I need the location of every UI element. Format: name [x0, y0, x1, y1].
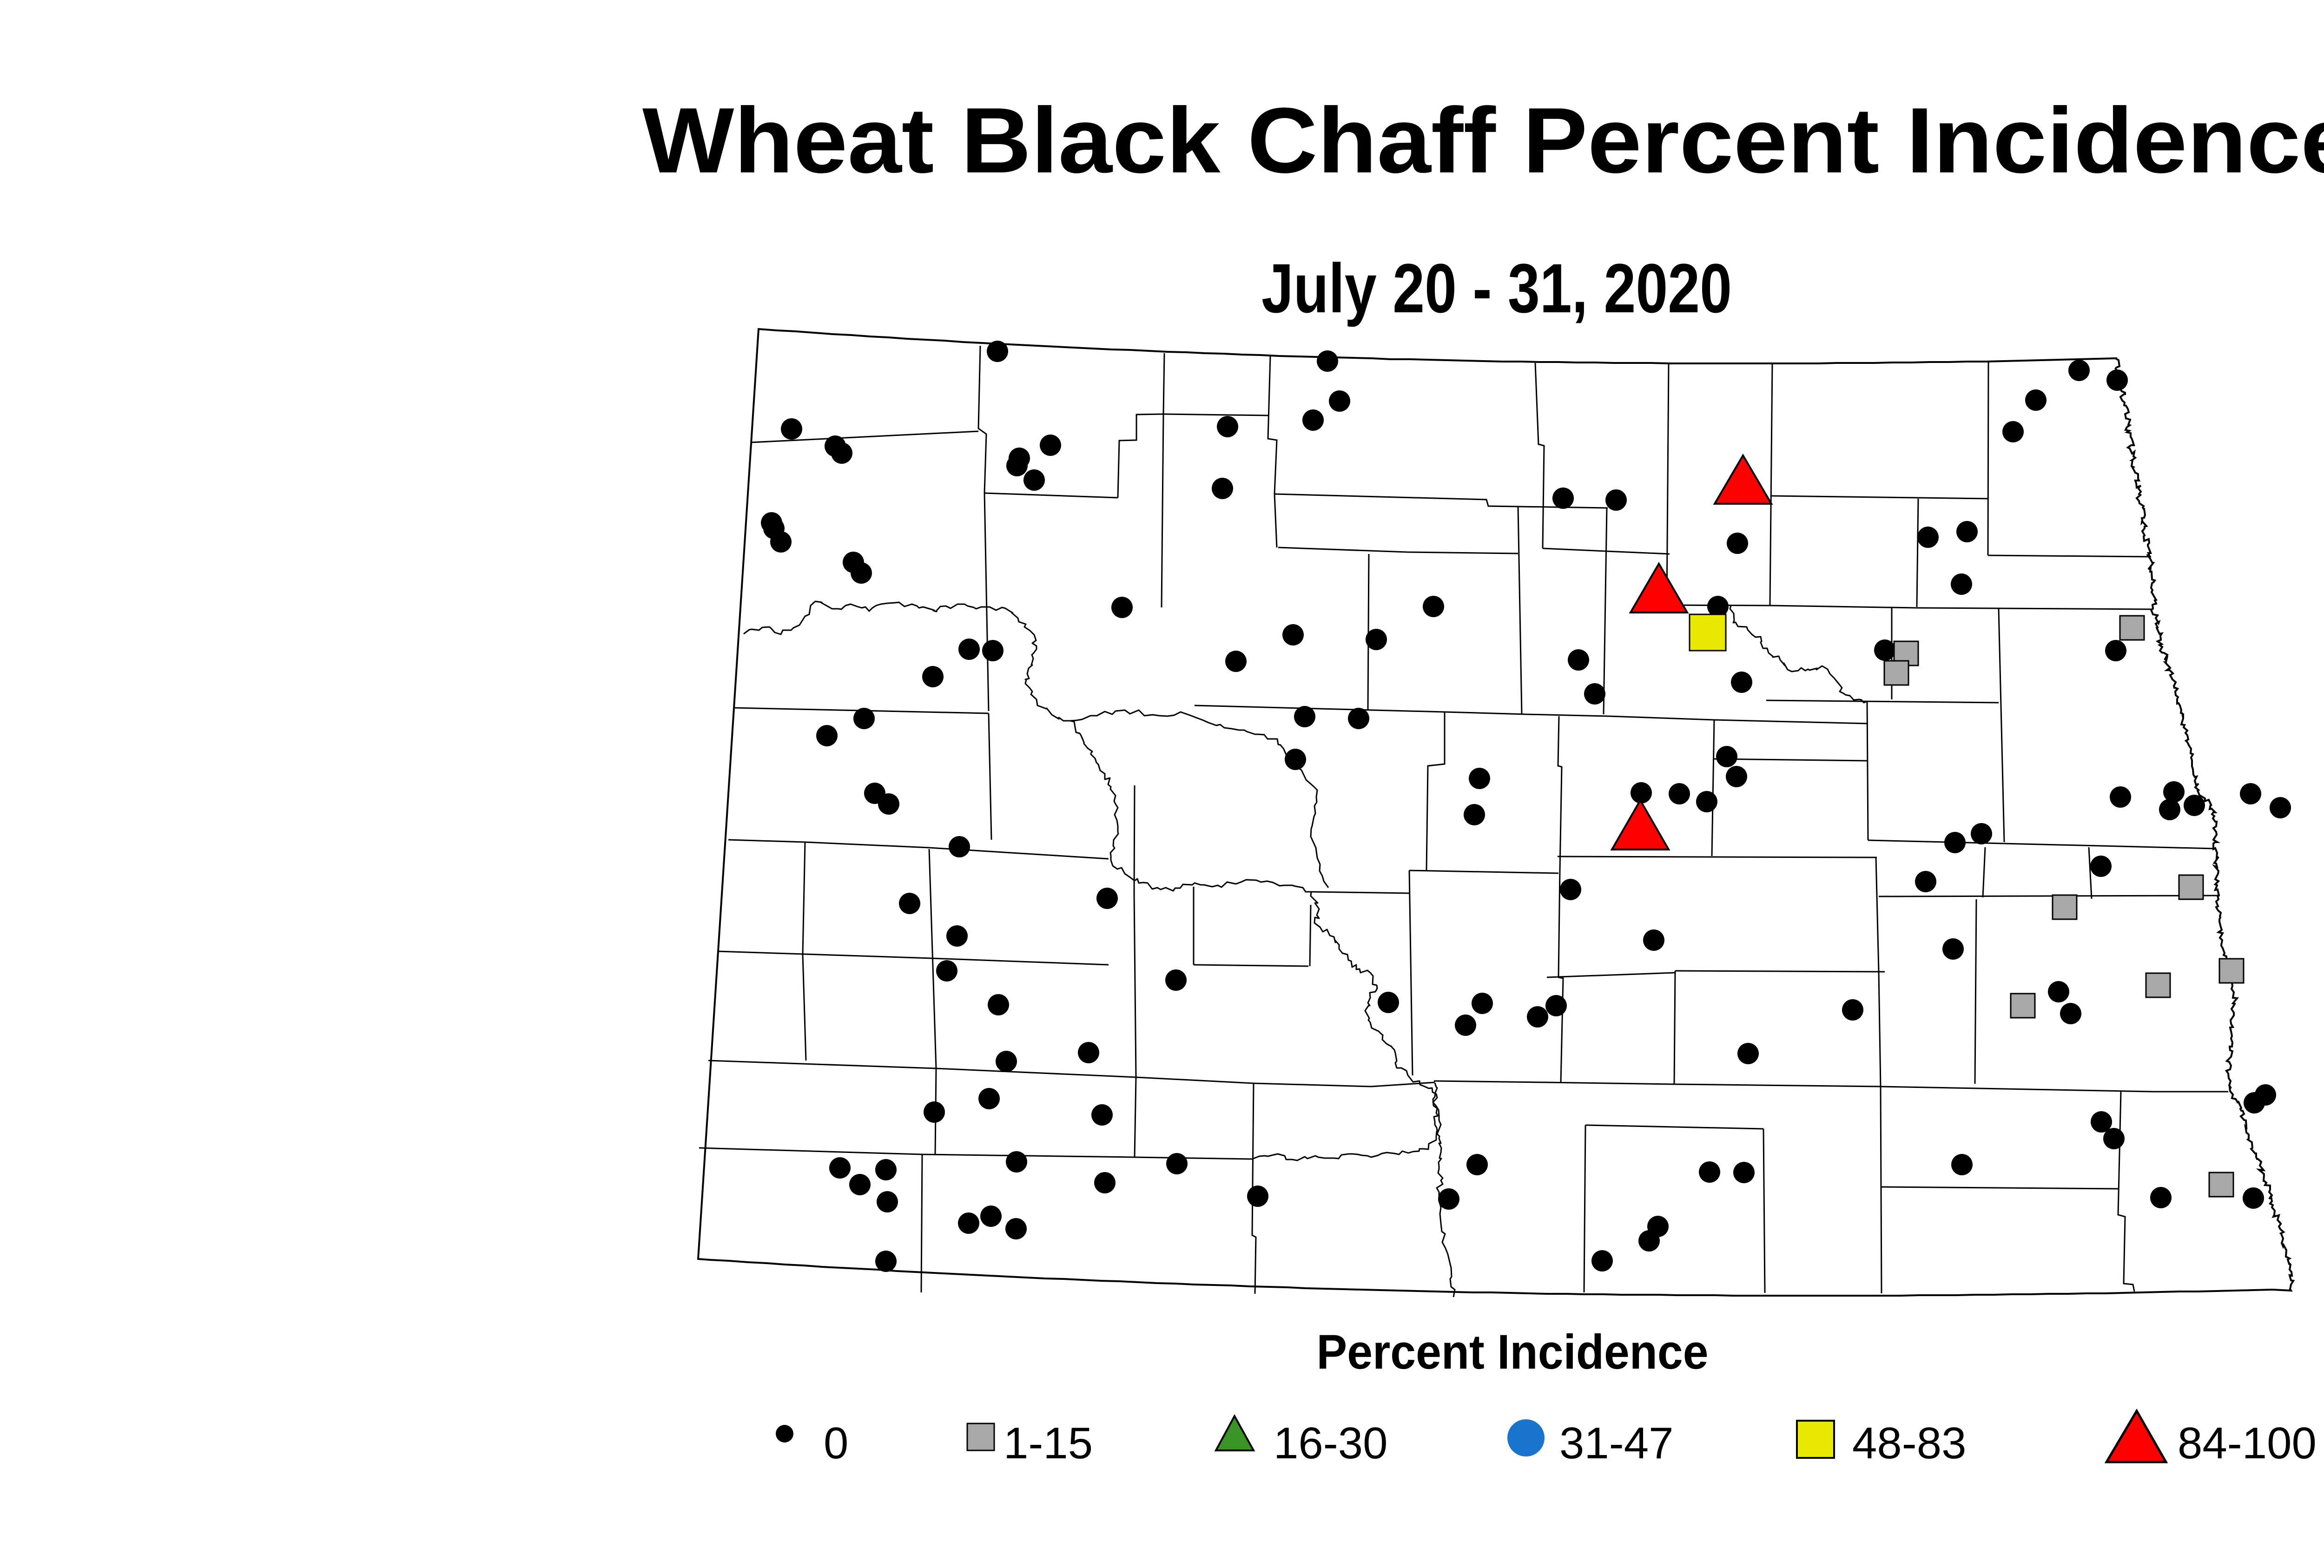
svg-text:Percent Incidence: Percent Incidence — [1317, 1325, 1709, 1379]
svg-text:0: 0 — [824, 1418, 848, 1468]
svg-text:July 20 - 31, 2020: July 20 - 31, 2020 — [1261, 249, 1732, 327]
svg-text:31-47: 31-47 — [1559, 1418, 1674, 1468]
svg-text:16-30: 16-30 — [1274, 1418, 1388, 1468]
svg-text:48-83: 48-83 — [1852, 1418, 1967, 1468]
svg-text:1-15: 1-15 — [1004, 1418, 1093, 1468]
svg-text:Wheat Black Chaff Percent Inci: Wheat Black Chaff Percent Incidence — [642, 89, 2324, 192]
svg-text:84-100: 84-100 — [2178, 1418, 2317, 1468]
